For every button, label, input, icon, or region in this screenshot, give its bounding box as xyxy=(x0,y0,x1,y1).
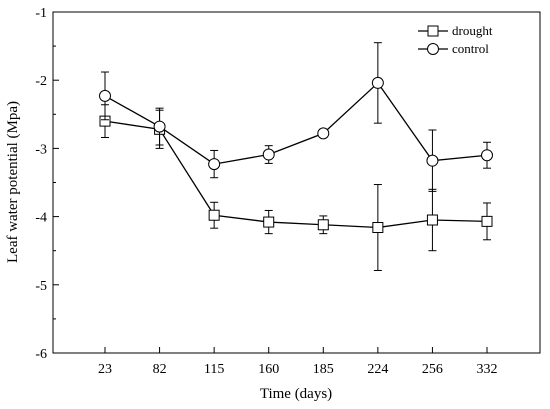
data-point xyxy=(372,222,384,234)
data-point xyxy=(481,149,493,162)
data-point xyxy=(426,214,438,226)
x-tick-label: 23 xyxy=(98,362,112,377)
y-tick-label: -5 xyxy=(35,279,47,294)
plot-frame xyxy=(52,11,541,354)
data-point xyxy=(481,215,493,227)
x-tick-label: 185 xyxy=(313,362,334,377)
x-axis-ticks: 23 82 115 160 185 224 256 332 xyxy=(98,347,498,377)
legend: drought control xyxy=(418,23,493,56)
data-point xyxy=(262,148,275,161)
data-point xyxy=(317,219,329,231)
x-tick-label: 256 xyxy=(422,362,443,377)
x-axis-title: Time (days) xyxy=(260,386,332,402)
legend-item-control: control xyxy=(418,41,489,56)
data-point xyxy=(371,76,384,89)
y-tick-label: -6 xyxy=(35,347,47,362)
y-tick-label: -1 xyxy=(35,6,47,21)
legend-item-drought: drought xyxy=(418,23,493,38)
x-tick-label: 160 xyxy=(258,362,279,377)
data-point xyxy=(208,158,221,171)
x-tick-label: 224 xyxy=(367,362,388,377)
y-tick-label: -3 xyxy=(35,142,47,157)
legend-marker xyxy=(427,25,439,37)
data-point xyxy=(153,120,166,133)
x-tick-label: 332 xyxy=(477,362,498,377)
legend-label: control xyxy=(452,41,489,56)
data-point xyxy=(263,216,275,228)
y-tick-label: -4 xyxy=(35,211,47,226)
series-layer xyxy=(99,42,493,271)
y-axis-ticks: -6 -5 -4 -3 -2 -1 xyxy=(35,6,59,362)
series-line xyxy=(104,81,488,165)
data-point xyxy=(317,127,330,140)
y-tick-label: -2 xyxy=(35,74,47,89)
data-point xyxy=(99,89,111,102)
x-tick-label: 82 xyxy=(153,362,167,377)
data-point xyxy=(426,154,439,167)
series-control xyxy=(99,42,493,192)
x-tick-label: 115 xyxy=(204,362,224,377)
series-line xyxy=(104,120,488,229)
legend-label: drought xyxy=(452,23,493,38)
data-point xyxy=(208,209,220,221)
y-axis-title: Leaf water potential (Mpa) xyxy=(5,101,21,263)
legend-marker xyxy=(427,43,439,55)
